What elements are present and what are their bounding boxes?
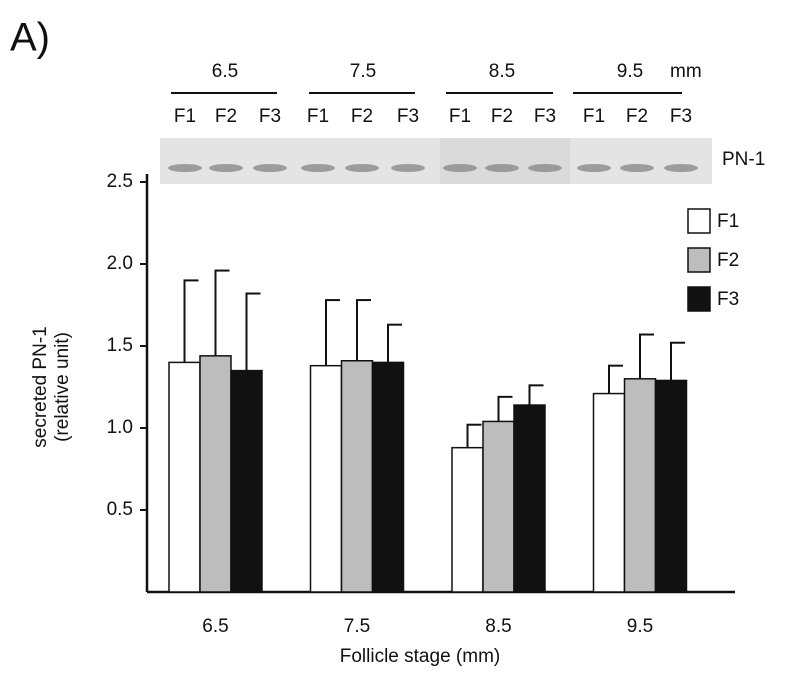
blot-lane-label: F1 <box>583 106 605 127</box>
y-tick-label: 1.5 <box>107 335 133 356</box>
blot-band <box>345 164 379 172</box>
legend-swatch <box>688 248 710 272</box>
blot-lane-label: F3 <box>670 106 692 127</box>
blot-band <box>664 164 698 172</box>
y-tick-label: 0.5 <box>107 499 133 520</box>
x-tick-label: 7.5 <box>344 616 370 637</box>
bar <box>342 361 373 592</box>
blot-lane-label: F2 <box>491 106 513 127</box>
bar <box>514 405 545 592</box>
blot-stage-label: 8.5 <box>489 61 515 82</box>
x-axis-label: Follicle stage (mm) <box>340 646 500 667</box>
bar <box>311 366 342 592</box>
legend-swatch <box>688 209 710 233</box>
blot-lane-label: F1 <box>174 106 196 127</box>
blot-stage-label: 9.5 <box>617 61 643 82</box>
blot-lane-label: F1 <box>449 106 471 127</box>
blot-stage-label: 6.5 <box>212 61 238 82</box>
blot-lane-label: F3 <box>397 106 419 127</box>
bar <box>452 448 483 592</box>
blot-band-label: PN-1 <box>722 149 765 170</box>
y-tick-label: 1.0 <box>107 417 133 438</box>
blot-stage-label: 7.5 <box>350 61 376 82</box>
legend-swatch <box>688 287 710 311</box>
chart: A) 6.5 7.5 8.5 9.5 mm F1 F2 F3 F1 F2 F3 F1 F2 F3 F1 F2 F… <box>0 0 801 673</box>
blot-band <box>391 164 425 172</box>
y-tick-label: 2.0 <box>107 253 133 274</box>
y-axis-label-line: secreted PN-1 <box>30 326 51 447</box>
blot-band <box>168 164 202 172</box>
blot-lane-label: F1 <box>307 106 329 127</box>
y-tick-label: 2.5 <box>107 171 133 192</box>
y-axis-label: secreted PN-1(relative unit) <box>30 326 73 447</box>
blot-band <box>620 164 654 172</box>
blot-band <box>209 164 243 172</box>
panel-label: A) <box>10 16 50 60</box>
blot-lane-label: F2 <box>626 106 648 127</box>
x-tick-label: 6.5 <box>202 616 228 637</box>
legend-label: F2 <box>717 250 739 271</box>
blot-band <box>253 164 287 172</box>
bar <box>169 362 200 592</box>
bar <box>231 371 262 592</box>
blot-band <box>528 164 562 172</box>
legend-label: F1 <box>717 211 739 232</box>
legend-label: F3 <box>717 289 739 310</box>
blot-band <box>577 164 611 172</box>
blot-band <box>485 164 519 172</box>
blot-lane-label: F3 <box>534 106 556 127</box>
blot-unit: mm <box>670 61 702 82</box>
y-axis-label-line: (relative unit) <box>52 332 73 442</box>
blot-image <box>160 138 712 184</box>
x-tick-label: 9.5 <box>627 616 653 637</box>
blot-band <box>443 164 477 172</box>
bar <box>625 379 656 592</box>
bar <box>200 356 231 592</box>
bar <box>594 394 625 592</box>
x-tick-label: 8.5 <box>485 616 511 637</box>
blot-image-panel <box>440 138 570 184</box>
blot-lane-label: F3 <box>259 106 281 127</box>
bar <box>483 421 514 592</box>
bar <box>656 380 687 592</box>
blot-band <box>301 164 335 172</box>
blot-lane-label: F2 <box>215 106 237 127</box>
blot-lane-label: F2 <box>351 106 373 127</box>
bar <box>373 362 404 592</box>
